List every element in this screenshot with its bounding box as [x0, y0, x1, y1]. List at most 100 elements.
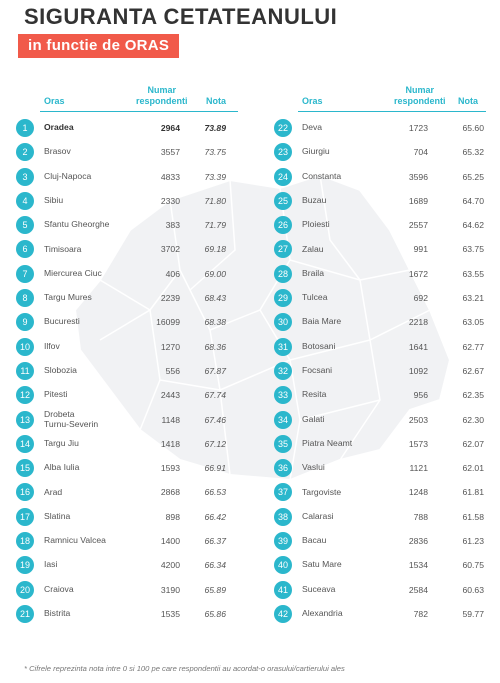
rank-badge: 4	[16, 191, 34, 210]
score-value: 68.38	[204, 317, 226, 328]
table-row: 7 Miercurea Ciuc 406 69.00	[16, 262, 238, 286]
respondent-count: 1672	[408, 268, 428, 279]
respondent-count: 2239	[160, 293, 180, 304]
rank-badge: 39	[274, 532, 292, 551]
city-name: Sfantu Gheorghe	[44, 219, 110, 230]
table-row: 18 Ramnicu Valcea 1400 66.37	[16, 529, 238, 553]
score-value: 67.12	[204, 438, 226, 449]
city-name: Targu Jiu	[44, 437, 79, 448]
city-name: Bistrita	[44, 608, 71, 618]
table-row: 23 Giurgiu 704 65.32	[274, 140, 486, 164]
header-nota: Nota	[458, 95, 478, 106]
rank-badge: 2	[16, 143, 34, 162]
table-row: 14 Targu Jiu 1418 67.12	[16, 432, 238, 456]
score-value: 68.43	[204, 293, 226, 304]
respondent-count: 2964	[160, 123, 180, 133]
table-row: 38 Calarasi 788 61.58	[274, 505, 486, 529]
rank-badge: 18	[16, 532, 34, 551]
score-value: 71.79	[204, 220, 226, 231]
table-row: 21 Bistrita 1535 65.86	[16, 602, 238, 626]
respondent-count: 1723	[408, 123, 428, 133]
score-value: 73.75	[204, 147, 226, 158]
city-name: Miercurea Ciuc	[44, 267, 102, 278]
score-value: 64.70	[462, 195, 484, 206]
table-row: 25 Buzau 1689 64.70	[274, 189, 486, 213]
score-value: 61.81	[462, 487, 484, 498]
rank-badge: 1	[16, 119, 34, 137]
city-name: Piatra Neamt	[302, 437, 353, 448]
table-row: 27 Zalau 991 63.75	[274, 237, 486, 261]
respondent-count: 4200	[160, 560, 180, 571]
score-value: 60.75	[462, 560, 484, 571]
city-name: Suceava	[302, 583, 336, 594]
rank-badge: 21	[16, 604, 34, 623]
respondent-count: 1641	[408, 341, 428, 352]
rank-badge: 3	[16, 167, 34, 186]
respondent-count: 2557	[408, 220, 428, 231]
respondent-count: 991	[413, 244, 428, 255]
footnote: * Cifrele reprezinta nota intre 0 si 100…	[24, 664, 345, 673]
rank-badge: 32	[274, 361, 292, 380]
rank-badge: 34	[274, 410, 292, 429]
respondent-count: 2836	[408, 536, 428, 547]
table-row: 32 Focsani 1092 62.67	[274, 359, 486, 383]
rank-badge: 20	[16, 580, 34, 599]
respondent-count: 1148	[161, 414, 180, 425]
score-value: 63.05	[462, 317, 484, 328]
rank-badge: 36	[274, 459, 292, 478]
score-value: 62.30	[462, 414, 484, 425]
rank-badge: 7	[16, 264, 34, 283]
rank-badge: 11	[16, 361, 34, 380]
table-row: 10 Ilfov 1270 68.36	[16, 335, 238, 359]
rank-badge: 41	[274, 580, 292, 599]
city-name: Deva	[302, 122, 323, 133]
city-name: Alba Iulia	[44, 462, 80, 473]
rank-badge: 5	[16, 216, 34, 235]
respondent-count: 16099	[156, 317, 180, 328]
table-row: 28 Braila 1672 63.55	[274, 262, 486, 286]
table-body: 22 Deva 1723 65.60 23 Giurgiu 704 65.32 24 Consta…	[274, 116, 486, 626]
city-name: Resita	[302, 389, 327, 400]
score-value: 66.34	[204, 560, 226, 571]
score-value: 59.77	[462, 608, 484, 619]
ranking-table-left: Oras Numar respondenti Nota 1 Oradea 2964 7…	[16, 78, 238, 626]
respondent-count: 1248	[408, 487, 428, 498]
score-value: 69.00	[204, 268, 226, 279]
rank-badge: 16	[16, 483, 34, 502]
respondent-count: 788	[413, 511, 428, 522]
score-value: 66.37	[204, 536, 226, 547]
table-row: 8 Targu Mures 2239 68.43	[16, 286, 238, 310]
table-body: 1 Oradea 2964 73.89 2 Brasov 3557 73.75 3 Cluj-Na…	[16, 116, 238, 626]
score-value: 68.36	[204, 341, 226, 352]
rank-badge: 38	[274, 507, 292, 526]
city-name: Baia Mare	[302, 316, 342, 327]
rank-badge: 37	[274, 483, 292, 502]
score-value: 65.60	[462, 123, 484, 133]
table-row: 39 Bacau 2836 61.23	[274, 529, 486, 553]
respondent-count: 2218	[408, 317, 428, 328]
table-row: 41 Suceava 2584 60.63	[274, 578, 486, 602]
table-row: 9 Bucuresti 16099 68.38	[16, 310, 238, 334]
respondent-count: 3596	[408, 171, 428, 182]
table-row: 22 Deva 1723 65.60	[274, 116, 486, 140]
rank-badge: 10	[16, 337, 34, 356]
table-row: 15 Alba Iulia 1593 66.91	[16, 456, 238, 480]
table-row: 6 Timisoara 3702 69.18	[16, 237, 238, 261]
city-name: Ramnicu Valcea	[44, 535, 106, 546]
rank-badge: 6	[16, 240, 34, 259]
city-name: Bucuresti	[44, 316, 80, 327]
respondent-count: 2443	[160, 390, 180, 401]
city-name: Targoviste	[302, 486, 342, 497]
page-subtitle: in functie de ORAS	[18, 34, 180, 58]
respondent-count: 2330	[160, 195, 180, 206]
table-header: Oras Numar respondenti Nota	[40, 78, 238, 112]
table-row: 36 Vaslui 1121 62.01	[274, 456, 486, 480]
table-row: 17 Slatina 898 66.42	[16, 505, 238, 529]
rank-badge: 27	[274, 240, 292, 259]
city-name: Vaslui	[302, 462, 325, 473]
respondent-count: 782	[413, 608, 428, 619]
rank-badge: 42	[274, 604, 292, 623]
table-row: 29 Tulcea 692 63.21	[274, 286, 486, 310]
city-name: Galati	[302, 413, 325, 424]
respondent-count: 4833	[160, 171, 180, 182]
